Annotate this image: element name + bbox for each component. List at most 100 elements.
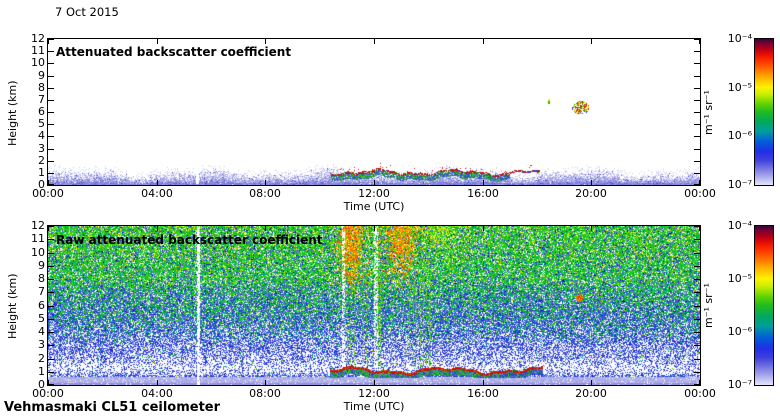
height-axis-label: Height (km) — [6, 273, 19, 339]
y-tick-mark — [694, 226, 700, 227]
y-tick-label: 1 — [38, 365, 45, 378]
y-tick-label: 6 — [38, 105, 45, 118]
y-tick-label: 8 — [38, 81, 45, 94]
y-tick-label: 10 — [31, 246, 45, 259]
panel-title: Attenuated backscatter coefficient — [56, 45, 292, 59]
x-tick-mark — [265, 380, 266, 385]
x-tick-mark — [265, 180, 266, 185]
y-tick-mark — [694, 332, 700, 333]
y-tick-mark — [48, 226, 54, 227]
attenuated-backscatter-panel: Attenuated backscatter coefficient — [47, 38, 701, 186]
y-tick-mark — [694, 372, 700, 373]
x-tick-label: 20:00 — [575, 187, 607, 200]
y-tick-label: 9 — [38, 69, 45, 82]
x-tick-mark — [48, 180, 49, 185]
y-tick-mark — [48, 332, 54, 333]
x-tick-mark — [699, 180, 700, 185]
x-tick-mark — [591, 39, 592, 44]
x-tick-mark — [374, 380, 375, 385]
y-tick-mark — [48, 51, 54, 52]
y-tick-mark — [48, 39, 54, 40]
y-tick-mark — [48, 239, 54, 240]
y-tick-mark — [48, 76, 54, 77]
date-label: 7 Oct 2015 — [55, 5, 119, 19]
y-tick-mark — [48, 384, 54, 385]
y-tick-mark — [694, 39, 700, 40]
y-tick-mark — [48, 112, 54, 113]
raw-backscatter-panel: Raw attenuated backscatter coefficient — [47, 225, 701, 386]
x-tick-mark — [591, 380, 592, 385]
y-tick-label: 0 — [38, 178, 45, 191]
x-tick-label: 00:00 — [32, 387, 64, 400]
y-tick-mark — [694, 112, 700, 113]
x-tick-label: 04:00 — [141, 187, 173, 200]
x-tick-mark — [157, 226, 158, 231]
y-tick-mark — [694, 173, 700, 174]
x-tick-mark — [48, 380, 49, 385]
x-tick-mark — [48, 39, 49, 44]
x-tick-label: 04:00 — [141, 387, 173, 400]
y-tick-mark — [48, 372, 54, 373]
y-tick-mark — [48, 63, 54, 64]
y-tick-mark — [48, 88, 54, 89]
y-tick-mark — [694, 184, 700, 185]
y-tick-mark — [694, 136, 700, 137]
y-tick-mark — [694, 359, 700, 360]
colorbar-tick-label: 10⁻⁶ — [727, 325, 752, 338]
y-tick-mark — [48, 184, 54, 185]
colorbar-unit-label: m⁻¹ sr⁻¹ — [702, 90, 715, 136]
colorbar-tick-label: 10⁻⁵ — [727, 80, 752, 94]
x-tick-label: 20:00 — [575, 387, 607, 400]
colorbar-unit-label: m⁻¹ sr⁻¹ — [702, 283, 715, 329]
y-tick-label: 12 — [31, 32, 45, 45]
y-tick-label: 8 — [38, 272, 45, 285]
y-tick-mark — [694, 161, 700, 162]
y-tick-label: 4 — [38, 129, 45, 142]
x-tick-label: 00:00 — [684, 187, 716, 200]
raw-backscatter-heatmap — [48, 226, 700, 385]
x-tick-mark — [483, 39, 484, 44]
x-tick-label: 00:00 — [684, 387, 716, 400]
y-tick-mark — [48, 161, 54, 162]
y-tick-mark — [48, 253, 54, 254]
x-tick-mark — [157, 380, 158, 385]
x-tick-mark — [483, 226, 484, 231]
y-tick-mark — [694, 51, 700, 52]
x-tick-mark — [48, 226, 49, 231]
x-tick-label: 12:00 — [358, 387, 390, 400]
y-tick-mark — [48, 359, 54, 360]
y-tick-label: 9 — [38, 259, 45, 272]
y-tick-mark — [694, 266, 700, 267]
y-tick-mark — [694, 306, 700, 307]
y-tick-mark — [48, 173, 54, 174]
x-tick-mark — [483, 180, 484, 185]
y-tick-mark — [48, 136, 54, 137]
panel-title: Raw attenuated backscatter coefficient — [56, 233, 323, 247]
y-tick-label: 6 — [38, 299, 45, 312]
y-tick-mark — [694, 345, 700, 346]
x-tick-mark — [591, 226, 592, 231]
y-tick-label: 5 — [38, 312, 45, 325]
y-tick-mark — [694, 63, 700, 64]
y-tick-label: 0 — [38, 378, 45, 391]
y-tick-label: 4 — [38, 325, 45, 338]
y-tick-mark — [694, 253, 700, 254]
y-tick-mark — [48, 279, 54, 280]
y-tick-mark — [694, 279, 700, 280]
time-axis-label: Time (UTC) — [343, 400, 405, 413]
x-tick-mark — [699, 380, 700, 385]
y-tick-mark — [48, 292, 54, 293]
x-tick-label: 12:00 — [358, 187, 390, 200]
station-label: Vehmasmaki CL51 ceilometer — [4, 400, 221, 415]
y-tick-mark — [694, 88, 700, 89]
time-axis-label: Time (UTC) — [343, 200, 405, 213]
x-tick-mark — [699, 39, 700, 44]
y-tick-mark — [48, 124, 54, 125]
y-tick-label: 2 — [38, 154, 45, 167]
y-tick-label: 7 — [38, 93, 45, 106]
y-tick-label: 10 — [31, 56, 45, 69]
y-tick-label: 12 — [31, 219, 45, 232]
x-tick-mark — [699, 226, 700, 231]
y-tick-label: 7 — [38, 285, 45, 298]
colorbar — [754, 38, 774, 186]
